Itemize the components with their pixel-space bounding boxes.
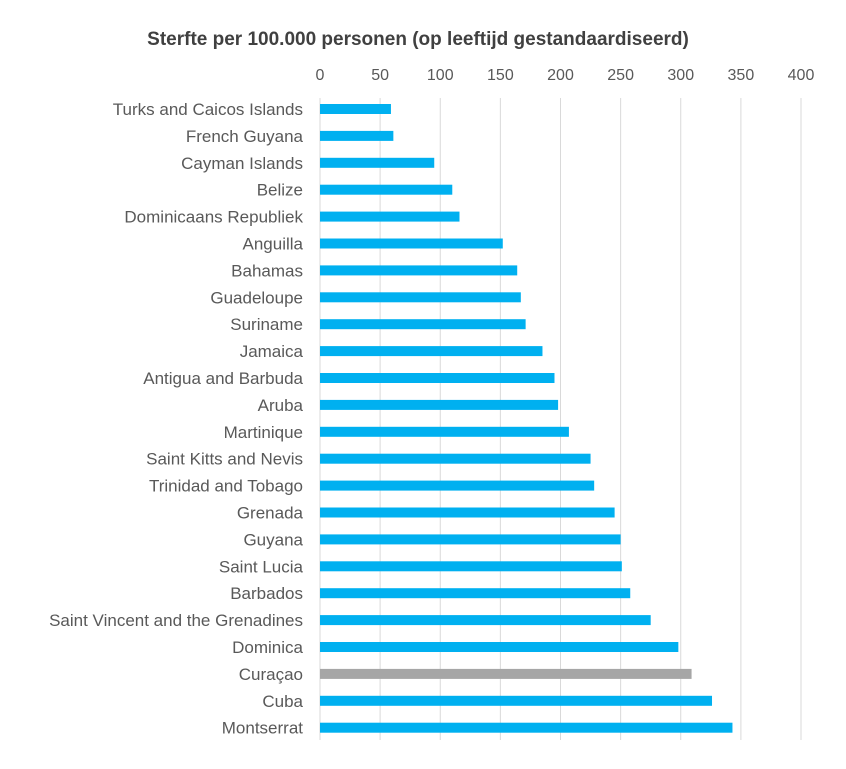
category-label: Suriname <box>230 315 303 334</box>
bar <box>320 265 518 276</box>
bar <box>320 480 595 491</box>
bar <box>320 373 555 383</box>
gridlines <box>319 98 802 740</box>
bar <box>320 453 591 464</box>
category-label: Dominicaans Republiek <box>124 208 303 227</box>
category-label: Turks and Caicos Islands <box>113 100 303 119</box>
bar <box>320 695 713 706</box>
bar <box>320 346 543 357</box>
category-label: Cayman Islands <box>181 154 303 173</box>
bar <box>320 722 733 733</box>
x-tick-label: 400 <box>788 67 815 84</box>
bar <box>320 534 621 545</box>
category-label: Dominica <box>232 638 303 657</box>
bar <box>320 130 394 141</box>
category-label: Saint Kitts and Nevis <box>146 450 303 469</box>
x-tick-label: 50 <box>371 67 389 84</box>
bar <box>320 211 460 222</box>
x-axis-tick-labels: 0 50 100 150 200 250 300 350 400 <box>316 67 815 84</box>
category-label: Antigua and Barbuda <box>143 369 303 388</box>
bar <box>320 319 526 330</box>
bar <box>320 184 453 195</box>
category-label: Grenada <box>237 504 304 523</box>
category-label: Belize <box>257 181 303 200</box>
category-label: Barbados <box>230 584 303 603</box>
category-labels: Turks and Caicos Islands French Guyana Cay… <box>49 100 303 738</box>
category-label: Aruba <box>258 396 304 415</box>
bars <box>320 104 733 733</box>
bar <box>320 561 622 572</box>
category-label: Cuba <box>262 692 303 711</box>
chart-title: Sterfte per 100.000 personen (op leeftij… <box>147 29 689 50</box>
x-tick-label: 300 <box>667 67 694 84</box>
bar <box>320 588 631 599</box>
category-label: Martinique <box>224 423 303 442</box>
category-label: Guadeloupe <box>210 288 303 307</box>
bar <box>320 615 651 626</box>
bar <box>320 104 391 114</box>
category-label: Jamaica <box>240 342 304 361</box>
x-tick-label: 0 <box>316 67 325 84</box>
x-tick-label: 200 <box>547 67 574 84</box>
bar <box>320 157 435 168</box>
x-tick-label: 100 <box>427 67 454 84</box>
category-label: Bahamas <box>231 261 303 280</box>
category-label: Curaçao <box>239 665 303 684</box>
category-label: French Guyana <box>186 127 304 146</box>
category-label: Guyana <box>243 530 303 549</box>
x-tick-label: 150 <box>487 67 514 84</box>
bar <box>320 238 503 249</box>
category-label: Saint Lucia <box>219 557 304 576</box>
category-label: Trinidad and Tobago <box>149 477 303 496</box>
category-label: Montserrat <box>222 719 304 738</box>
x-tick-label: 250 <box>607 67 634 84</box>
category-label: Saint Vincent and the Grenadines <box>49 611 303 630</box>
bar <box>320 426 569 437</box>
bar <box>320 642 679 652</box>
bar <box>320 507 615 518</box>
category-label: Anguilla <box>243 235 304 254</box>
bar <box>320 292 521 303</box>
bar <box>320 668 692 679</box>
x-tick-label: 350 <box>728 67 755 84</box>
bar <box>320 399 559 410</box>
